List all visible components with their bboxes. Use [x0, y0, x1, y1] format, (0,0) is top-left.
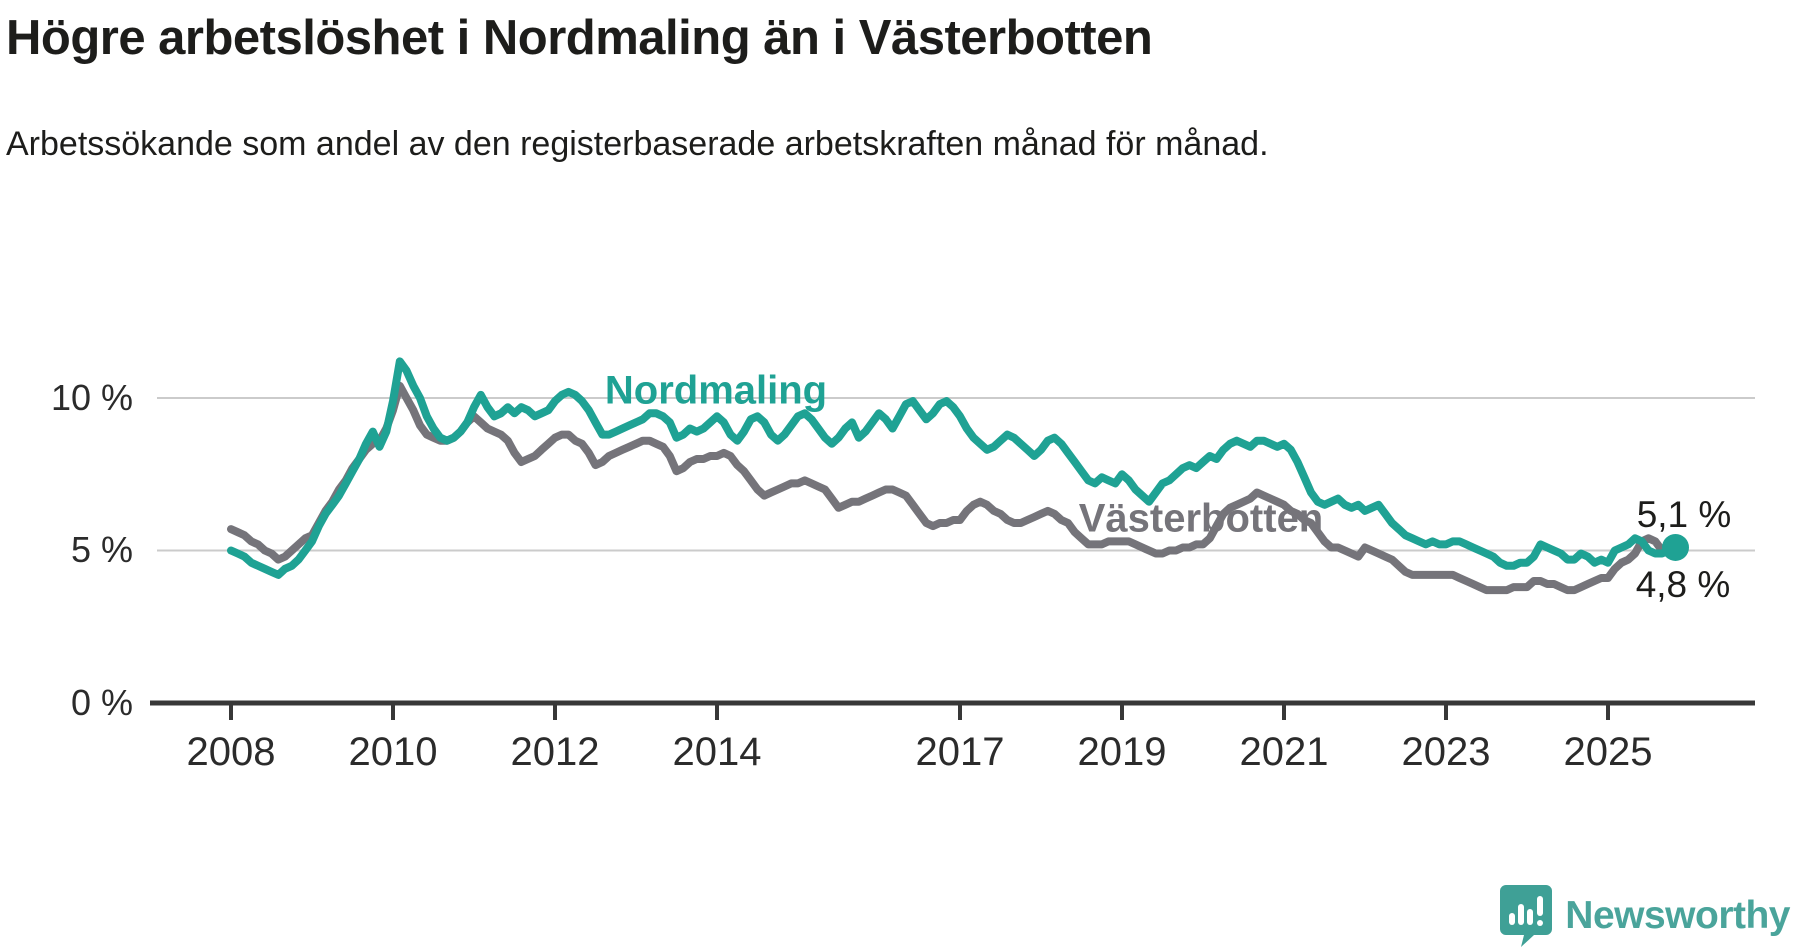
x-axis-label-2014: 2014	[673, 730, 762, 774]
series-label-nordmaling: Nordmaling	[604, 368, 828, 413]
x-axis-label-2023: 2023	[1402, 730, 1491, 774]
newsworthy-logo-icon	[1500, 885, 1553, 947]
x-axis-label-2017: 2017	[916, 730, 1005, 774]
end-value-vasterbotten: 4,8 %	[1635, 564, 1731, 605]
y-axis-label-0: 0 %	[70, 682, 133, 723]
x-axis-label-2008: 2008	[187, 730, 276, 774]
y-axis-label-5: 5 %	[70, 529, 133, 570]
chart-subtitle: Arbetssökande som andel av den registerb…	[6, 125, 1269, 163]
x-axis-label-2019: 2019	[1078, 730, 1167, 774]
end-value-nordmaling: 5,1 %	[1636, 494, 1732, 535]
series-line-nordmaling	[227, 357, 1680, 579]
newsworthy-logo-text: Newsworthy	[1565, 894, 1790, 937]
y-axis-label-10: 10 %	[50, 377, 133, 418]
chart-title: Högre arbetslöshet i Nordmaling än i Väs…	[6, 11, 1153, 65]
x-axis-label-2021: 2021	[1240, 730, 1329, 774]
x-axis-label-2010: 2010	[349, 730, 438, 774]
x-axis-label-2025: 2025	[1564, 730, 1653, 774]
series-label-vasterbotten: Västerbotten	[1078, 496, 1324, 541]
newsworthy-logo: Newsworthy	[1500, 884, 1790, 948]
series-line-västerbotten	[227, 381, 1680, 595]
latest-point-dot	[1662, 533, 1689, 561]
x-axis-label-2012: 2012	[511, 730, 600, 774]
